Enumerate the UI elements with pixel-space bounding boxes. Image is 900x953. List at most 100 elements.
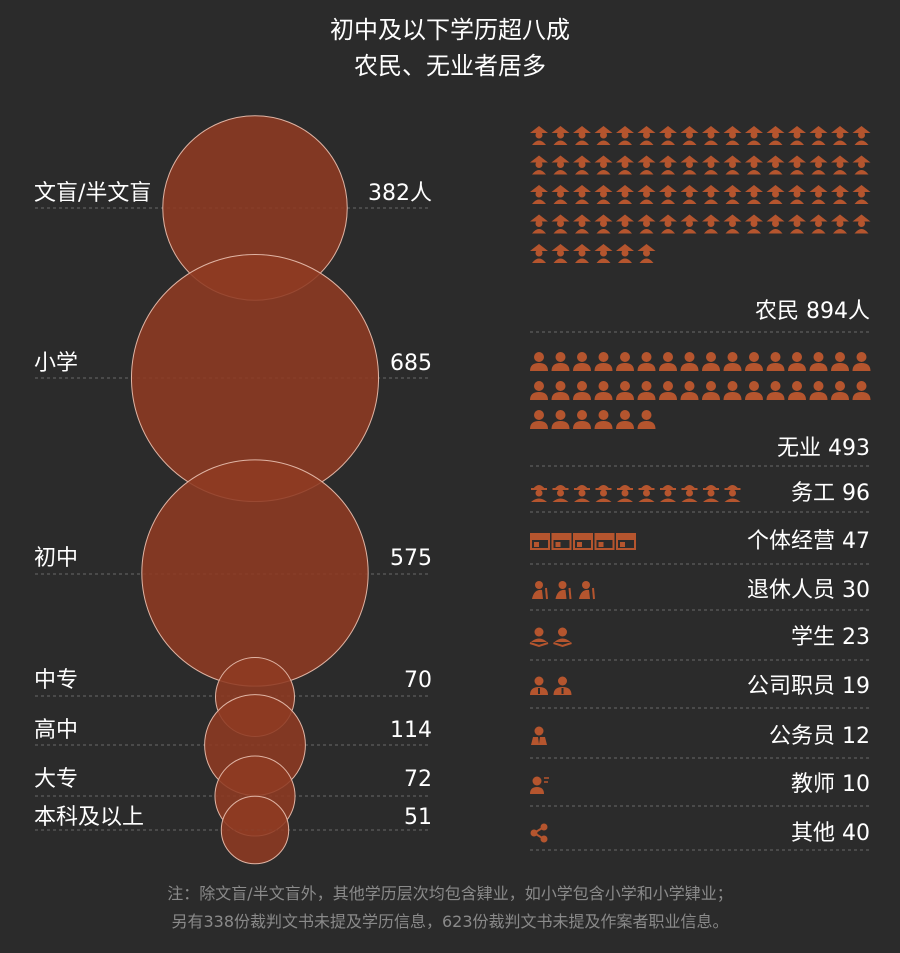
farmer-icon [723,185,742,204]
farmer-icon [551,244,570,263]
farmer-icon [680,214,699,234]
note-line-1: 注：除文盲/半文盲外，其他学历层次均包含肄业，如小学包含小学和小学肄业； [167,884,732,903]
person-icon [745,381,763,400]
person-icon [680,381,699,400]
farmer-icon [852,185,871,204]
farmer-icon [616,214,634,234]
farmer-icon [745,126,763,145]
edu-2-value-label: 575 [390,546,432,571]
person-icon [637,352,656,371]
farmer-icon [809,214,828,234]
student-icon [553,627,572,648]
farmer-icon [809,126,828,145]
share-icon [530,823,548,843]
worker-icon [617,485,633,502]
worker-icon [660,485,676,502]
occupation-3-label: 个体经营 47 [747,529,870,554]
person-icon [530,410,548,429]
person-icon [594,352,613,371]
farmer-icon [788,155,806,175]
person-icon [594,410,613,429]
farmer-icon [852,126,871,145]
person-icon [573,381,591,400]
farmer-icon [616,185,634,204]
farmer-icon [573,244,591,263]
farmer-icon [766,126,785,145]
farmer-icon [637,244,656,263]
person-icon [852,381,871,400]
farmer-icon [702,185,720,204]
person-icon [616,381,634,400]
person-icon [702,352,720,371]
occupation-5-icons [529,627,572,648]
occupation-9-label: 其他 40 [791,821,870,846]
elder-icon [555,581,572,600]
person-icon [637,381,656,400]
occupation-6-icons [530,676,572,695]
farmer-icon [680,185,699,204]
farmer-icon [551,126,570,145]
farmer-icon [530,214,548,234]
occupation-3-icons [530,533,636,550]
person-icon [551,381,570,400]
farmer-icon [616,244,634,263]
occupation-6-label: 公司职员 19 [747,674,870,699]
farmer-icon [659,126,677,145]
farmer-icon [831,126,849,145]
farmer-icon [723,155,742,175]
edu-6-bubble [220,795,290,865]
occupation-4-label: 退休人员 30 [747,578,870,603]
person-icon [551,410,570,429]
shop-icon [530,533,550,550]
farmer-icon [766,155,785,175]
person-icon [530,381,548,400]
farmer-icon [573,214,591,234]
worker-icon [703,485,719,502]
edu-5-value-label: 72 [404,767,432,792]
farmer-icon [637,126,656,145]
occupation-1-label: 无业 493 [777,436,870,461]
edu-0-category-label: 文盲/半文盲 [34,181,151,206]
edu-3-category-label: 中专 [34,668,78,693]
person-icon [831,381,849,400]
farmer-icon [766,185,785,204]
person-icon [766,352,785,371]
person-icon [788,381,806,400]
farmer-icon [702,155,720,175]
occupation-9-icons [530,823,548,843]
person-icon [702,381,720,400]
student-icon [529,627,549,648]
edu-5-category-label: 大专 [34,767,78,792]
occupation-2-icons [531,485,741,502]
farmer-icon [680,155,699,175]
person-icon [573,352,591,371]
farmer-icon [530,155,548,175]
person-icon [788,352,806,371]
edu-1-category-label: 小学 [34,351,78,376]
farmer-icon [594,214,613,234]
person-icon [723,352,742,371]
farmer-icon [637,185,656,204]
farmer-icon [530,185,548,204]
edu-6-category-label: 本科及以上 [34,805,144,830]
occupation-8-icons [530,776,549,794]
person-icon [680,352,699,371]
farmer-icon [573,185,591,204]
worker-icon [681,485,698,502]
occupation-5-label: 学生 23 [791,625,870,650]
person-icon [745,352,763,371]
farmer-icon [530,126,548,145]
farmer-icon [594,185,613,204]
farmer-icon [831,214,849,234]
shop-icon [573,533,593,550]
farmer-icon [745,185,763,204]
person-icon [723,381,742,400]
farmer-icon [852,214,871,234]
edu-4-value-label: 114 [390,718,432,743]
occupation-0-icons [530,126,871,263]
farmer-icon [852,155,871,175]
farmer-icon [766,214,785,234]
